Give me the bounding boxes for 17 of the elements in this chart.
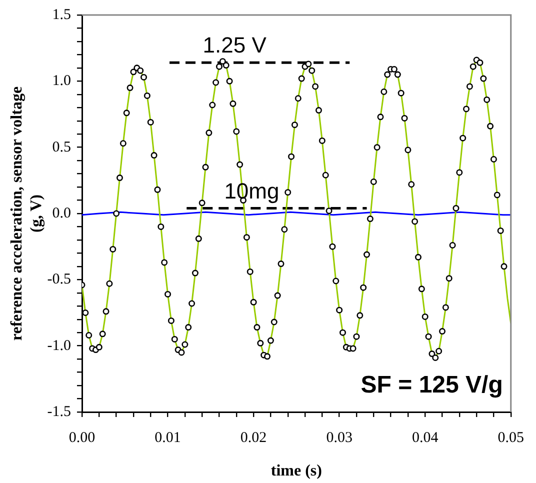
y-tick-label: 0.5 bbox=[52, 139, 71, 156]
x-tick-label: 0.03 bbox=[326, 430, 352, 446]
x-tick-label: 0.05 bbox=[498, 430, 524, 446]
y-tick-label: 0.0 bbox=[52, 205, 71, 222]
y-tick-label: 1.0 bbox=[52, 73, 71, 90]
y-tick-label: 1.5 bbox=[52, 6, 71, 23]
x-tick-label: 0.04 bbox=[412, 430, 439, 446]
y-tick-label: -0.5 bbox=[47, 272, 71, 288]
y-tick-label: -1.5 bbox=[47, 404, 71, 420]
y-axis-title: reference acceleration, sensor voltage (g, V) bbox=[8, 86, 45, 341]
x-axis-title: time (s) bbox=[270, 462, 322, 480]
x-tick-label: 0.02 bbox=[240, 430, 267, 446]
series-label: 1.25 V bbox=[202, 32, 267, 58]
y-tick-label: -1.0 bbox=[47, 338, 71, 354]
x-tick-label: 0.00 bbox=[68, 430, 96, 446]
x-tick-label: 0.01 bbox=[154, 430, 181, 446]
annotation: SF = 125 V/g bbox=[360, 372, 503, 399]
